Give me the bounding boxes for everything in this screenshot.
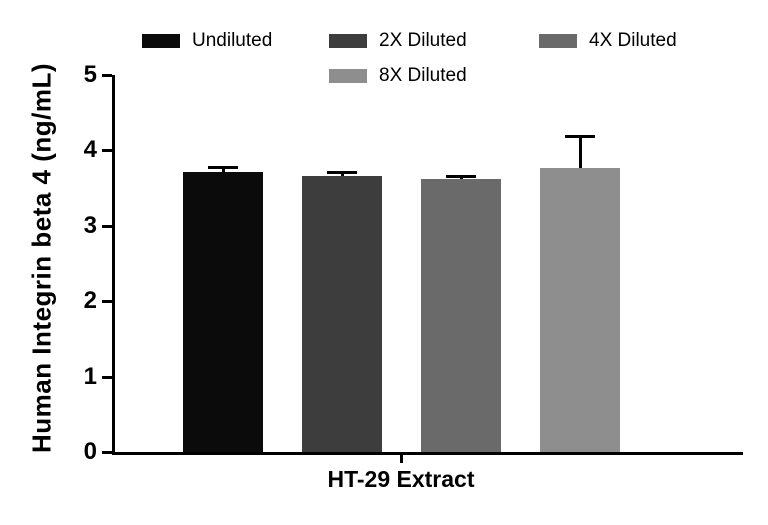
- x-axis-label: HT-29 Extract: [327, 466, 475, 492]
- error-bar-cap-4x-diluted: [446, 175, 476, 179]
- y-tick-label: 5: [83, 61, 97, 88]
- chart-legend: Undiluted 2X Diluted 4X Diluted 8X Diluted: [142, 30, 677, 87]
- y-tick-label: 4: [83, 136, 97, 164]
- y-tick-label: 3: [83, 211, 97, 239]
- bar-8x-diluted: [540, 168, 620, 452]
- bar-4x-diluted: [421, 179, 501, 452]
- error-bar-cap-undiluted: [208, 166, 238, 170]
- legend-swatch: [329, 34, 367, 48]
- bar-2x-diluted: [302, 176, 382, 452]
- y-tick-mark: [102, 375, 112, 379]
- legend-label: 2X Diluted: [379, 30, 467, 51]
- error-bar-stem-undiluted: [221, 166, 225, 173]
- legend-label: 4X Diluted: [589, 30, 677, 51]
- y-axis: [112, 75, 115, 455]
- error-bar-stem-8x-diluted: [578, 135, 582, 169]
- legend-label: 8X Diluted: [379, 65, 467, 86]
- legend-item-undiluted: Undiluted: [142, 30, 329, 52]
- legend-item-8x-diluted: 8X Diluted: [329, 65, 539, 87]
- bar-undiluted: [183, 172, 263, 452]
- y-tick-label: 2: [83, 287, 97, 315]
- legend-item-4x-diluted: 4X Diluted: [539, 30, 677, 52]
- x-axis: [112, 452, 743, 455]
- y-tick-mark: [102, 224, 112, 228]
- legend-label: Undiluted: [192, 30, 273, 51]
- error-bar-cap-8x-diluted: [565, 135, 595, 139]
- y-tick-mark: [102, 149, 112, 153]
- y-tick-mark: [102, 74, 112, 77]
- y-tick-label: 1: [83, 362, 97, 390]
- error-bar-cap-2x-diluted: [327, 170, 357, 174]
- legend-swatch: [142, 34, 180, 48]
- x-axis-tick: [400, 455, 403, 463]
- legend-item-2x-diluted: 2X Diluted: [329, 30, 539, 52]
- legend-swatch: [539, 34, 577, 48]
- y-tick-mark: [102, 300, 112, 304]
- legend-swatch: [329, 69, 367, 83]
- y-axis-label: Human Integrin beta 4 (ng/mL): [26, 62, 57, 454]
- y-tick-mark: [102, 451, 112, 454]
- y-tick-label: 0: [83, 438, 97, 465]
